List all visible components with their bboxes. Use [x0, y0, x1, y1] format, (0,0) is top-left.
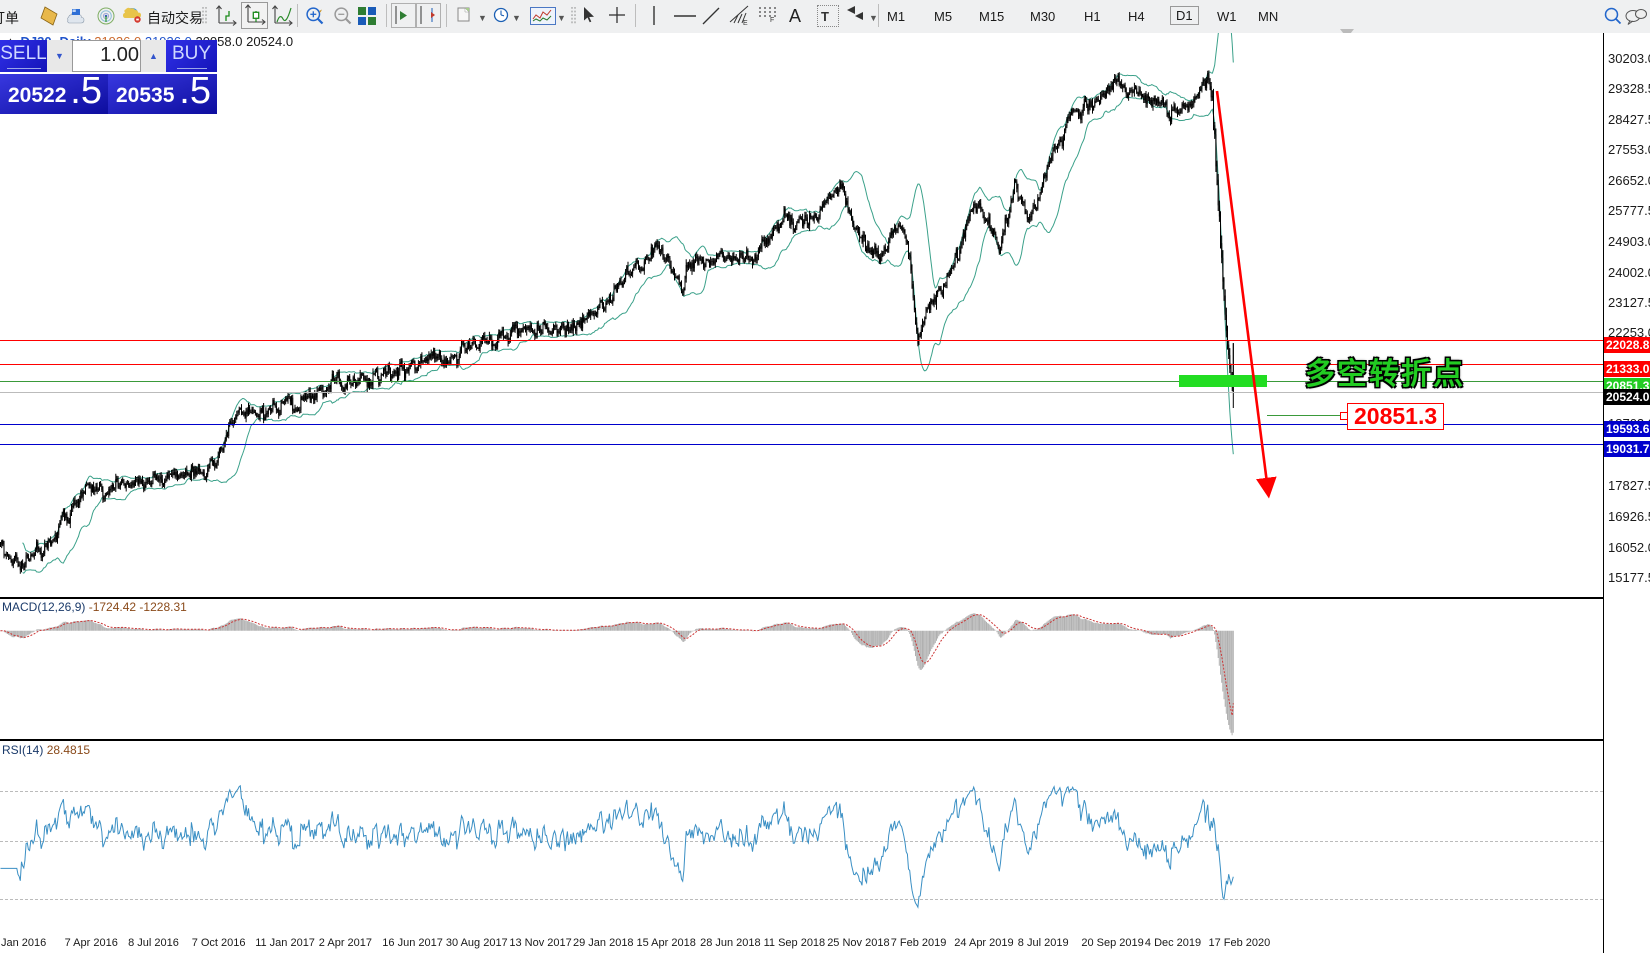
svg-text:T: T: [821, 9, 829, 24]
svg-text:F: F: [770, 17, 774, 22]
svg-text:E: E: [743, 20, 748, 26]
